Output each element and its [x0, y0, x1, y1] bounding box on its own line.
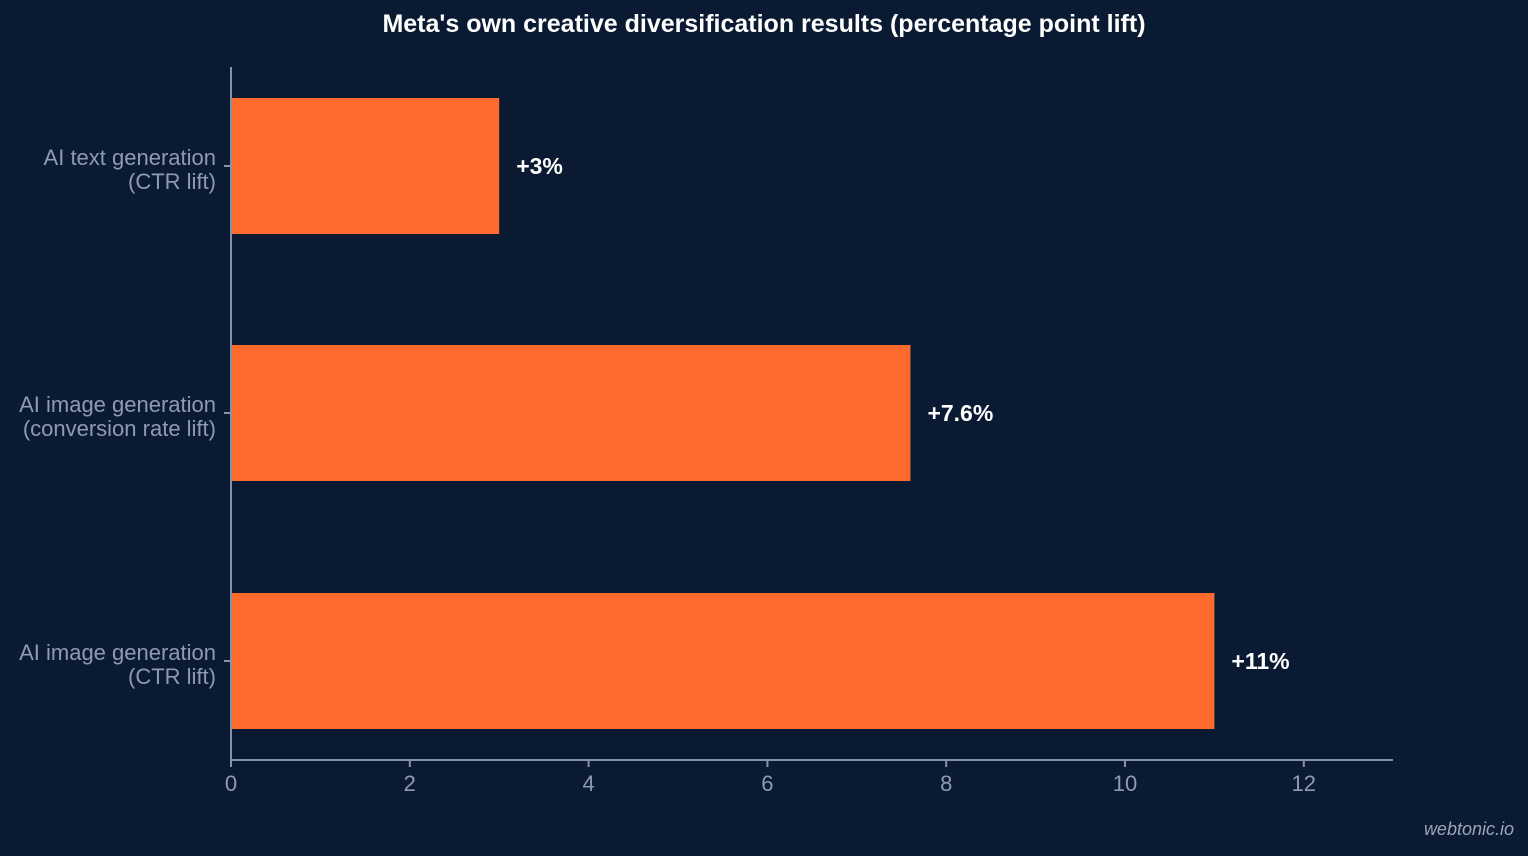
y-tick-label: AI image generation (CTR lift) — [19, 640, 216, 689]
bar — [231, 345, 911, 481]
data-label: +11% — [1231, 648, 1289, 674]
labels-layer: +3%AI text generation (CTR lift)+7.6%AI i… — [19, 145, 1316, 796]
bars-layer — [231, 98, 1215, 729]
data-label: +7.6% — [927, 400, 993, 426]
y-tick-label: AI image generation (conversion rate lift… — [19, 392, 216, 441]
chart-title: Meta's own creative diversification resu… — [382, 10, 1146, 38]
x-tick-label: 12 — [1292, 771, 1316, 796]
x-tick-label: 2 — [404, 771, 416, 796]
y-tick-label: AI text generation (CTR lift) — [44, 145, 216, 194]
bar — [231, 593, 1215, 729]
x-tick-label: 4 — [582, 771, 594, 796]
y-tick-label-line: (conversion rate lift) — [23, 416, 216, 441]
data-label: +3% — [516, 153, 563, 179]
x-tick-label: 0 — [225, 771, 237, 796]
x-tick-label: 6 — [761, 771, 773, 796]
x-tick-label: 8 — [940, 771, 952, 796]
y-tick-label-line: AI image generation — [19, 640, 216, 665]
axes-layer — [224, 67, 1393, 767]
y-tick-label-line: AI image generation — [19, 392, 216, 417]
y-tick-label-line: (CTR lift) — [128, 664, 216, 689]
y-tick-label-line: (CTR lift) — [128, 169, 216, 194]
y-tick-label-line: AI text generation — [44, 145, 216, 170]
watermark: webtonic.io — [1423, 819, 1514, 839]
bar — [231, 98, 500, 234]
x-tick-label: 10 — [1113, 771, 1137, 796]
